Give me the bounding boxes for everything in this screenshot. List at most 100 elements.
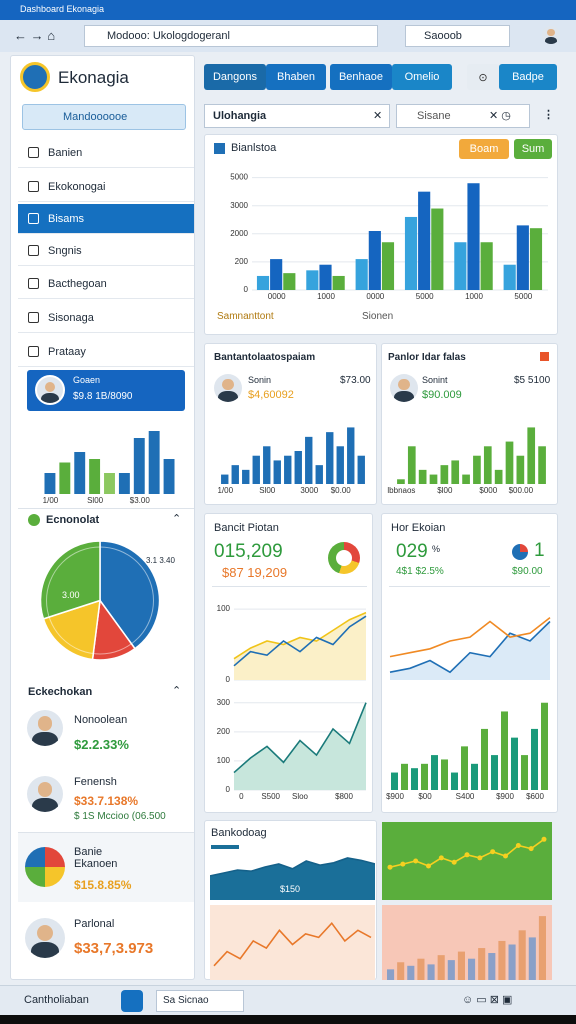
url-field[interactable]: Modooo: Ukologdogeranl [84,25,378,47]
bar [273,460,281,484]
bar [347,427,355,484]
action-button[interactable]: Sum [514,139,552,159]
kpi-line-chart: 0 100 [217,604,367,684]
bar [256,275,270,290]
bar [501,711,508,790]
bar [480,242,493,290]
filter-field[interactable]: Sisane ✕ ◷ [396,104,530,128]
tray-icons[interactable]: ☺ ▭ ⊠ ▣ [462,994,513,1006]
pie-annotation: 3.1 3.40 [146,556,175,565]
brand: Ekonagia [58,68,129,87]
bar [263,446,271,484]
bar [118,473,130,494]
card-name: Sonin [248,375,272,385]
action-button[interactable]: Boam [459,139,509,159]
bar [483,446,492,484]
bar [306,270,319,290]
pie-title: Ecnonolat [46,514,100,526]
y-tick-label: 0 [226,785,231,794]
toolbar-button[interactable]: Omelio [392,64,452,90]
bar [528,937,536,980]
list-value: $33.7.138% [74,794,139,808]
nav-arrows[interactable]: ← → ⌂ [14,28,56,43]
bar [319,264,332,290]
bar [521,755,528,790]
tab-bar: Dashboard Ekonagia [0,0,576,20]
chart-footer: Samnanttont [217,311,274,322]
pie-slice [99,540,161,650]
list-name: Banie Ekanoen [74,846,118,870]
menu[interactable]: ⋮ [543,109,554,121]
bar [332,275,345,290]
area [234,702,366,790]
sidebar-search[interactable]: Mandoooooe [22,104,186,130]
bar [252,455,260,484]
clear[interactable]: ✕ [373,110,383,122]
nav-item[interactable]: Sngnis [18,236,194,266]
x-tick-label: $3.00 [130,496,151,505]
nav-item[interactable]: Banien [18,138,194,168]
bar [471,763,478,790]
bottom-search[interactable]: Sa Sicnao [156,990,244,1012]
icon-button[interactable]: ⊙ [467,64,499,90]
list-name: Parlonal [74,918,115,930]
kpi-sub: $87 19,209 [222,565,288,580]
bar [397,962,405,980]
toolbar-search-text: Ulohangia [213,110,267,122]
nav-item[interactable]: Sisonaga [18,303,194,333]
point [438,855,444,861]
logo [20,62,50,92]
tile-bg [382,822,552,900]
bar [538,916,546,980]
search-field[interactable]: Saooob [405,25,510,47]
tile-label: $150 [280,884,301,894]
x-tick-label: Sl00 [87,496,104,505]
bar [454,242,467,290]
profile-card[interactable]: Goaen $9.8 1B/8090 [27,370,185,411]
point [387,864,393,870]
bar [491,755,498,790]
nav-item-active[interactable]: Bisams [18,204,194,234]
tab-title[interactable]: Dashboard Ekonagia [20,4,105,14]
nav-item[interactable]: Ekokonogai [18,172,194,202]
card-chart: lbbnaos $l00 $000 $00.00 [387,427,546,495]
bar [336,446,344,484]
x-tick-label: 3000 [300,486,318,495]
bar [231,465,239,484]
x-tick-label: lbbnaos [387,486,415,495]
x-tick-label: $0.00 [331,486,352,495]
kpi-badge: 1 [534,540,545,561]
bar [508,944,516,980]
bar [221,474,229,484]
point [413,858,419,864]
clear[interactable]: ✕ ◷ [489,110,511,122]
sidebar-search-text: Mandoooooe [63,111,128,123]
bottom-label[interactable]: Cantholiaban [24,994,89,1006]
y-tick-label: 0 [226,675,231,684]
bottom-bar: Cantholiaban Sa Sicnao ☺ ▭ ⊠ ▣ [0,985,576,1015]
bar [427,964,435,980]
nav-item[interactable]: Bacthegoan [18,269,194,299]
main-chart-card [204,134,558,335]
collapse[interactable]: ⌃ [172,685,182,697]
point [490,849,496,855]
collapse[interactable]: ⌃ [172,513,182,525]
bottom-icon[interactable] [121,990,143,1012]
bar [407,446,416,484]
y-tick-label: 0 [244,285,249,294]
toolbar-button[interactable]: Benhaoe [330,64,392,90]
bar [538,446,546,484]
tile-chart [213,921,372,967]
toolbar-button[interactable]: Badpe [499,64,557,90]
bar [326,432,334,484]
main-chart: 0 200 2000 3000 5000 0000 1000 0000 5000 1000 5000 [230,173,548,301]
point [541,836,547,842]
user-avatar[interactable] [542,26,560,44]
point [400,861,406,867]
toolbar-button[interactable]: Bhaben [266,64,326,90]
nav-item[interactable]: Prataay [18,337,194,367]
bar [462,474,470,484]
tile-chart [210,857,375,900]
toolbar-search[interactable]: Ulohangia ✕ [204,104,390,128]
toolbar-button[interactable]: Dangons [204,64,266,90]
